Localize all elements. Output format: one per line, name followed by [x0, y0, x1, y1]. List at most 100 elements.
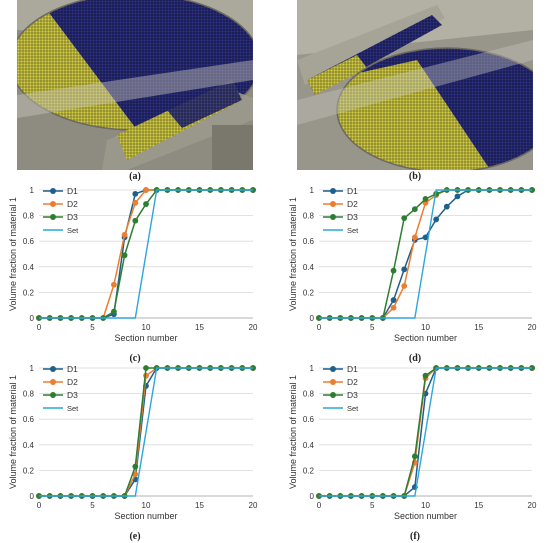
legend-marker-D1 — [330, 188, 336, 194]
legend-label-D3: D3 — [347, 212, 358, 222]
series-line-Set — [39, 367, 253, 497]
y-tick-label: 0.2 — [23, 466, 35, 475]
x-tick-label: 0 — [37, 323, 42, 332]
legend-label-D1: D1 — [67, 364, 78, 374]
x-tick-label: 10 — [421, 323, 430, 332]
series-line-Set — [319, 189, 532, 319]
x-tick-label: 15 — [195, 501, 204, 510]
panel-label-b: (b) — [408, 171, 422, 182]
y-tick-label: 0.4 — [303, 263, 315, 272]
y-tick-label: 0.6 — [23, 237, 35, 246]
legend-label-D2: D2 — [347, 199, 358, 209]
x-axis-label: Section number — [394, 511, 457, 521]
x-tick-label: 0 — [317, 323, 322, 332]
x-axis-label: Section number — [114, 511, 177, 521]
y-tick-label: 1 — [310, 364, 315, 373]
legend-label-Set: Set — [347, 404, 359, 413]
legend-marker-D3 — [50, 392, 56, 398]
simulation-image-a — [17, 0, 253, 170]
data-point-D3 — [411, 453, 418, 460]
y-tick-label: 0 — [310, 314, 315, 323]
legend-label-D2: D2 — [67, 199, 78, 209]
data-point-D3 — [401, 215, 408, 222]
y-axis-label: Volume fraction of material 1 — [288, 197, 298, 311]
data-point-D2 — [143, 187, 149, 193]
y-tick-label: 0.8 — [23, 390, 35, 399]
legend-label-D2: D2 — [347, 377, 358, 387]
x-tick-label: 5 — [90, 323, 95, 332]
y-tick-label: 0.6 — [23, 415, 35, 424]
data-point-D2 — [411, 234, 418, 241]
data-point-D1 — [401, 266, 408, 273]
legend-label-D1: D1 — [347, 186, 358, 196]
x-tick-label: 10 — [142, 323, 151, 332]
series-line-Set — [39, 189, 253, 319]
x-tick-label: 5 — [370, 501, 375, 510]
y-tick-label: 0.8 — [303, 390, 315, 399]
y-tick-label: 0.2 — [303, 288, 315, 297]
x-axis-label: Section number — [394, 333, 457, 343]
data-point-D3 — [390, 267, 397, 274]
x-axis-label: Section number — [114, 333, 177, 343]
x-tick-label: 5 — [90, 501, 95, 510]
data-point-D1 — [132, 190, 139, 197]
panel-label-d: (d) — [408, 353, 422, 364]
legend-label-D3: D3 — [347, 390, 358, 400]
x-tick-label: 0 — [37, 501, 42, 510]
legend-marker-D2 — [50, 379, 56, 385]
y-tick-label: 0.4 — [23, 263, 35, 272]
y-tick-label: 0 — [30, 492, 35, 501]
x-tick-label: 20 — [528, 501, 537, 510]
series-line-Set — [319, 367, 532, 497]
legend-label-D3: D3 — [67, 390, 78, 400]
legend-label-D1: D1 — [347, 364, 358, 374]
data-point-D1 — [390, 297, 397, 303]
x-tick-label: 20 — [249, 323, 258, 332]
simulation-image-b — [297, 0, 533, 170]
y-tick-label: 0.8 — [23, 212, 35, 221]
data-point-D2 — [401, 283, 408, 289]
legend-marker-D1 — [50, 366, 56, 372]
x-tick-label: 15 — [474, 501, 483, 510]
legend-label-Set: Set — [67, 404, 79, 413]
y-tick-label: 0.4 — [23, 441, 35, 450]
legend-label-D1: D1 — [67, 186, 78, 196]
x-tick-label: 10 — [421, 501, 430, 510]
y-tick-label: 1 — [310, 186, 315, 195]
data-point-D3 — [132, 463, 139, 470]
legend-marker-D3 — [330, 392, 336, 398]
y-tick-label: 1 — [30, 186, 35, 195]
data-point-D3 — [111, 308, 117, 315]
x-tick-label: 15 — [474, 323, 483, 332]
x-tick-label: 15 — [195, 323, 204, 332]
y-axis-label: Volume fraction of material 1 — [288, 375, 298, 489]
simulation-render-icon — [17, 0, 253, 170]
data-point-D1 — [422, 234, 429, 241]
data-point-D3 — [411, 206, 418, 213]
data-point-D1 — [454, 193, 461, 200]
data-point-D3 — [143, 201, 149, 207]
data-point-D2 — [111, 281, 117, 288]
legend-marker-D3 — [330, 214, 336, 220]
x-tick-label: 20 — [528, 323, 537, 332]
panel-label-c: (c) — [129, 353, 141, 364]
panel-label-f: (f) — [410, 531, 420, 542]
y-axis-label: Volume fraction of material 1 — [8, 197, 18, 311]
x-tick-label: 0 — [317, 501, 322, 510]
legend-marker-D2 — [330, 201, 336, 207]
y-tick-label: 1 — [30, 364, 35, 373]
legend-label-D3: D3 — [67, 212, 78, 222]
legend-label-Set: Set — [67, 226, 79, 235]
data-point-D3 — [132, 217, 139, 224]
y-axis-label: Volume fraction of material 1 — [8, 375, 18, 489]
y-tick-label: 0 — [310, 492, 315, 501]
y-tick-label: 0.8 — [303, 212, 315, 221]
y-tick-label: 0.2 — [23, 288, 35, 297]
legend-label-Set: Set — [347, 226, 359, 235]
legend-marker-D1 — [50, 188, 56, 194]
y-tick-label: 0.2 — [303, 466, 315, 475]
x-tick-label: 20 — [249, 501, 258, 510]
